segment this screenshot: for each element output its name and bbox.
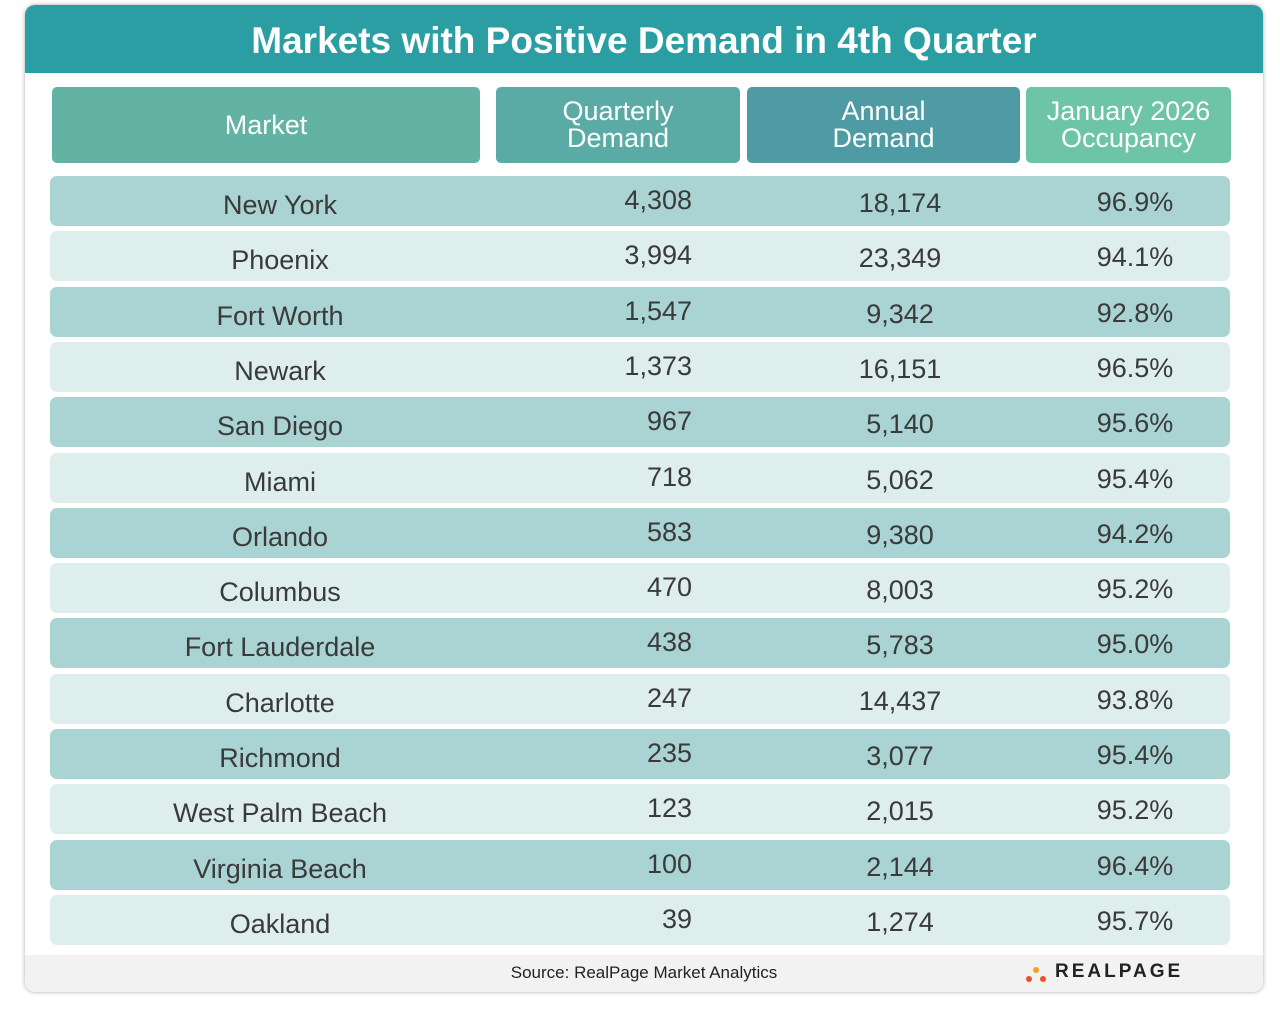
header-line: Market (224, 109, 308, 140)
table-cell: Charlotte (225, 687, 335, 718)
table-cell: 1,274 (866, 906, 934, 937)
column-header: Annual Demand (747, 87, 1020, 163)
source: Source: RealPage Market Analytics (510, 963, 778, 982)
table-cell: 95.7% (1096, 905, 1174, 936)
table-cell: 470 (646, 572, 692, 603)
header-line: January 2026 (1046, 96, 1211, 126)
table-cell: San Diego (216, 411, 344, 442)
table-cell: West Palm Beach (172, 798, 388, 829)
table-cell: 1,547 (624, 295, 692, 326)
table-cell: 92.8% (1096, 297, 1174, 328)
table-row: Miami 718 5,062 95.4% (50, 452, 1230, 503)
table-cell: New York (222, 190, 338, 220)
column-header: Market (52, 87, 480, 163)
table-cell: 14,437 (858, 685, 942, 716)
table-cell: 9,342 (866, 298, 934, 329)
table-cell: 95.2% (1096, 795, 1174, 826)
table-cell: Richmond (219, 743, 341, 773)
table-cell: 94.2% (1096, 518, 1174, 549)
column-header: Quarterly Demand (496, 87, 740, 163)
table-cell: Fort Worth (216, 300, 344, 331)
table-cell: 100 (646, 848, 692, 879)
table-cell: 235 (646, 738, 692, 768)
table-cell: 18,174 (858, 188, 942, 218)
table-cell: Miami (244, 466, 316, 497)
table-cell: 16,151 (858, 353, 942, 384)
table-row: Columbus 470 8,003 95.2% (50, 563, 1230, 614)
table-cell: 95.0% (1096, 629, 1174, 660)
table-cell: Phoenix (231, 245, 329, 276)
header-line: Demand (832, 123, 935, 153)
table-row: Newark 1,373 16,151 96.5% (50, 341, 1230, 392)
table-cell: 438 (646, 627, 692, 658)
table-cell: 5,140 (866, 409, 934, 440)
table-row: West Palm Beach 123 2,015 95.2% (50, 784, 1230, 835)
header-line: Annual (841, 96, 926, 126)
table-cell: 8,003 (866, 575, 934, 606)
table-row: Richmond 235 3,077 95.4% (50, 729, 1230, 779)
table-cell: Columbus (219, 577, 341, 608)
table-row: Orlando 583 9,380 94.2% (50, 507, 1230, 558)
table-row: Fort Lauderdale 438 5,783 95.0% (50, 618, 1230, 669)
table-cell: 123 (646, 793, 692, 824)
table-cell: 2,015 (866, 796, 934, 827)
table-cell: 96.5% (1096, 352, 1174, 383)
table-cell: 94.1% (1096, 242, 1174, 273)
table-cell: 9,380 (866, 519, 934, 550)
column-header: January 2026 Occupancy (1026, 87, 1231, 163)
table-cell: 95.6% (1096, 408, 1174, 439)
footer-bar (25, 955, 1263, 992)
table-cell: 247 (646, 682, 692, 713)
table-row: Charlotte 247 14,437 93.8% (50, 673, 1230, 724)
logo-dots (1026, 967, 1046, 982)
table-card: Markets with Positive Demand in 4th Quar… (25, 5, 1263, 992)
table-cell: 96.4% (1096, 850, 1174, 881)
table-cell: 1,373 (624, 350, 692, 381)
header-line: Occupancy (1060, 123, 1197, 153)
header-line: Quarterly (562, 96, 674, 126)
table-cell: 95.4% (1096, 740, 1174, 770)
table-cell: 23,349 (858, 243, 942, 274)
table-cell: 583 (646, 516, 692, 547)
title: Markets with Positive Demand in 4th Quar… (25, 5, 1263, 73)
table-cell: 95.2% (1096, 574, 1174, 605)
table-cell: 967 (646, 406, 692, 437)
table-cell: 5,783 (866, 630, 934, 661)
table-cell: 93.8% (1096, 684, 1174, 715)
table-row: Virginia Beach 100 2,144 96.4% (50, 839, 1230, 890)
logo: REALPAGE (1055, 961, 1184, 982)
table-row: Fort Worth 1,547 9,342 92.8% (50, 286, 1230, 337)
table-cell: Newark (234, 355, 326, 386)
table-cell: Fort Lauderdale (184, 632, 376, 663)
table-cell: 95.4% (1096, 463, 1174, 494)
table-cell: 96.9% (1096, 187, 1174, 217)
table-row: Phoenix 3,994 23,349 94.1% (50, 231, 1230, 282)
header-line: Demand (566, 123, 670, 153)
table-cell: 39 (661, 903, 692, 934)
table-cell: 718 (646, 461, 692, 492)
table-row: San Diego 967 5,140 95.6% (50, 397, 1230, 448)
table-cell: 4,308 (624, 185, 692, 215)
table-row: New York 4,308 18,174 96.9% (50, 176, 1230, 226)
table-cell: Orlando (231, 521, 329, 552)
table-cell: 2,144 (866, 851, 934, 882)
table-cell: 5,062 (866, 464, 934, 495)
table-cell: Oakland (229, 908, 331, 939)
table-cell: Virginia Beach (193, 853, 367, 884)
table-cell: 3,077 (866, 741, 934, 771)
table-row: Oakland 39 1,274 95.7% (50, 894, 1230, 945)
table-cell: 3,994 (624, 240, 692, 271)
